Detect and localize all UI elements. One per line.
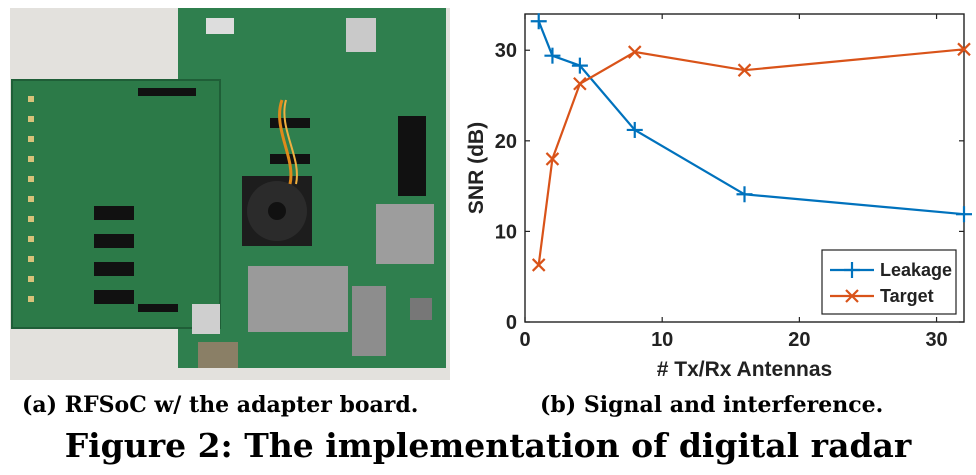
target-data-point (737, 63, 752, 77)
rfsoc-board-photo (10, 8, 450, 380)
target-series-line (537, 48, 965, 266)
y-tick-label: 10 (495, 221, 517, 243)
x-tick-label: 30 (925, 329, 947, 351)
figure-caption: Figure 2: The implementation of digital … (64, 426, 912, 465)
leakage-data-point (530, 13, 547, 30)
leakage-data-point (571, 57, 588, 74)
x-tick-label: 0 (519, 329, 530, 351)
y-axis-label: SNR (dB) (465, 122, 488, 214)
legend-box (821, 249, 957, 315)
legend-marker-target (845, 289, 859, 303)
subfigure-b-caption: (b) Signal and interference. (540, 392, 884, 418)
target-data-point (531, 258, 546, 272)
snr-chart: 0 10 20 30 0 10 20 30 # Tx/Rx Antennas SNR (dB) L… (455, 0, 976, 390)
target-data-point (545, 152, 560, 166)
leakage-series-line (537, 20, 965, 216)
target-data-point (573, 76, 587, 91)
x-tick-label: 20 (788, 329, 810, 351)
leakage-data-point (956, 206, 972, 223)
legend-label-target: Target (880, 286, 934, 306)
legend-label-leakage: Leakage (880, 260, 952, 280)
y-tick-label: 0 (506, 312, 517, 334)
x-tick-label: 10 (651, 329, 673, 351)
leakage-data-point (626, 121, 643, 138)
rfsoc-board-illustration (10, 8, 450, 380)
target-data-point (627, 45, 642, 59)
legend-marker-leakage (844, 262, 860, 278)
leakage-data-point (736, 186, 753, 203)
snr-line-chart: 0 10 20 30 0 10 20 30 # Tx/Rx Antennas SNR (dB) L… (465, 13, 972, 381)
y-tick-label: 30 (495, 40, 517, 62)
leakage-data-point (544, 47, 561, 64)
target-data-point (957, 42, 971, 57)
y-tick-label: 20 (495, 131, 517, 153)
subfigure-a-caption: (a) RFSoC w/ the adapter board. (22, 392, 419, 418)
x-axis-label: # Tx/Rx Antennas (657, 358, 832, 381)
